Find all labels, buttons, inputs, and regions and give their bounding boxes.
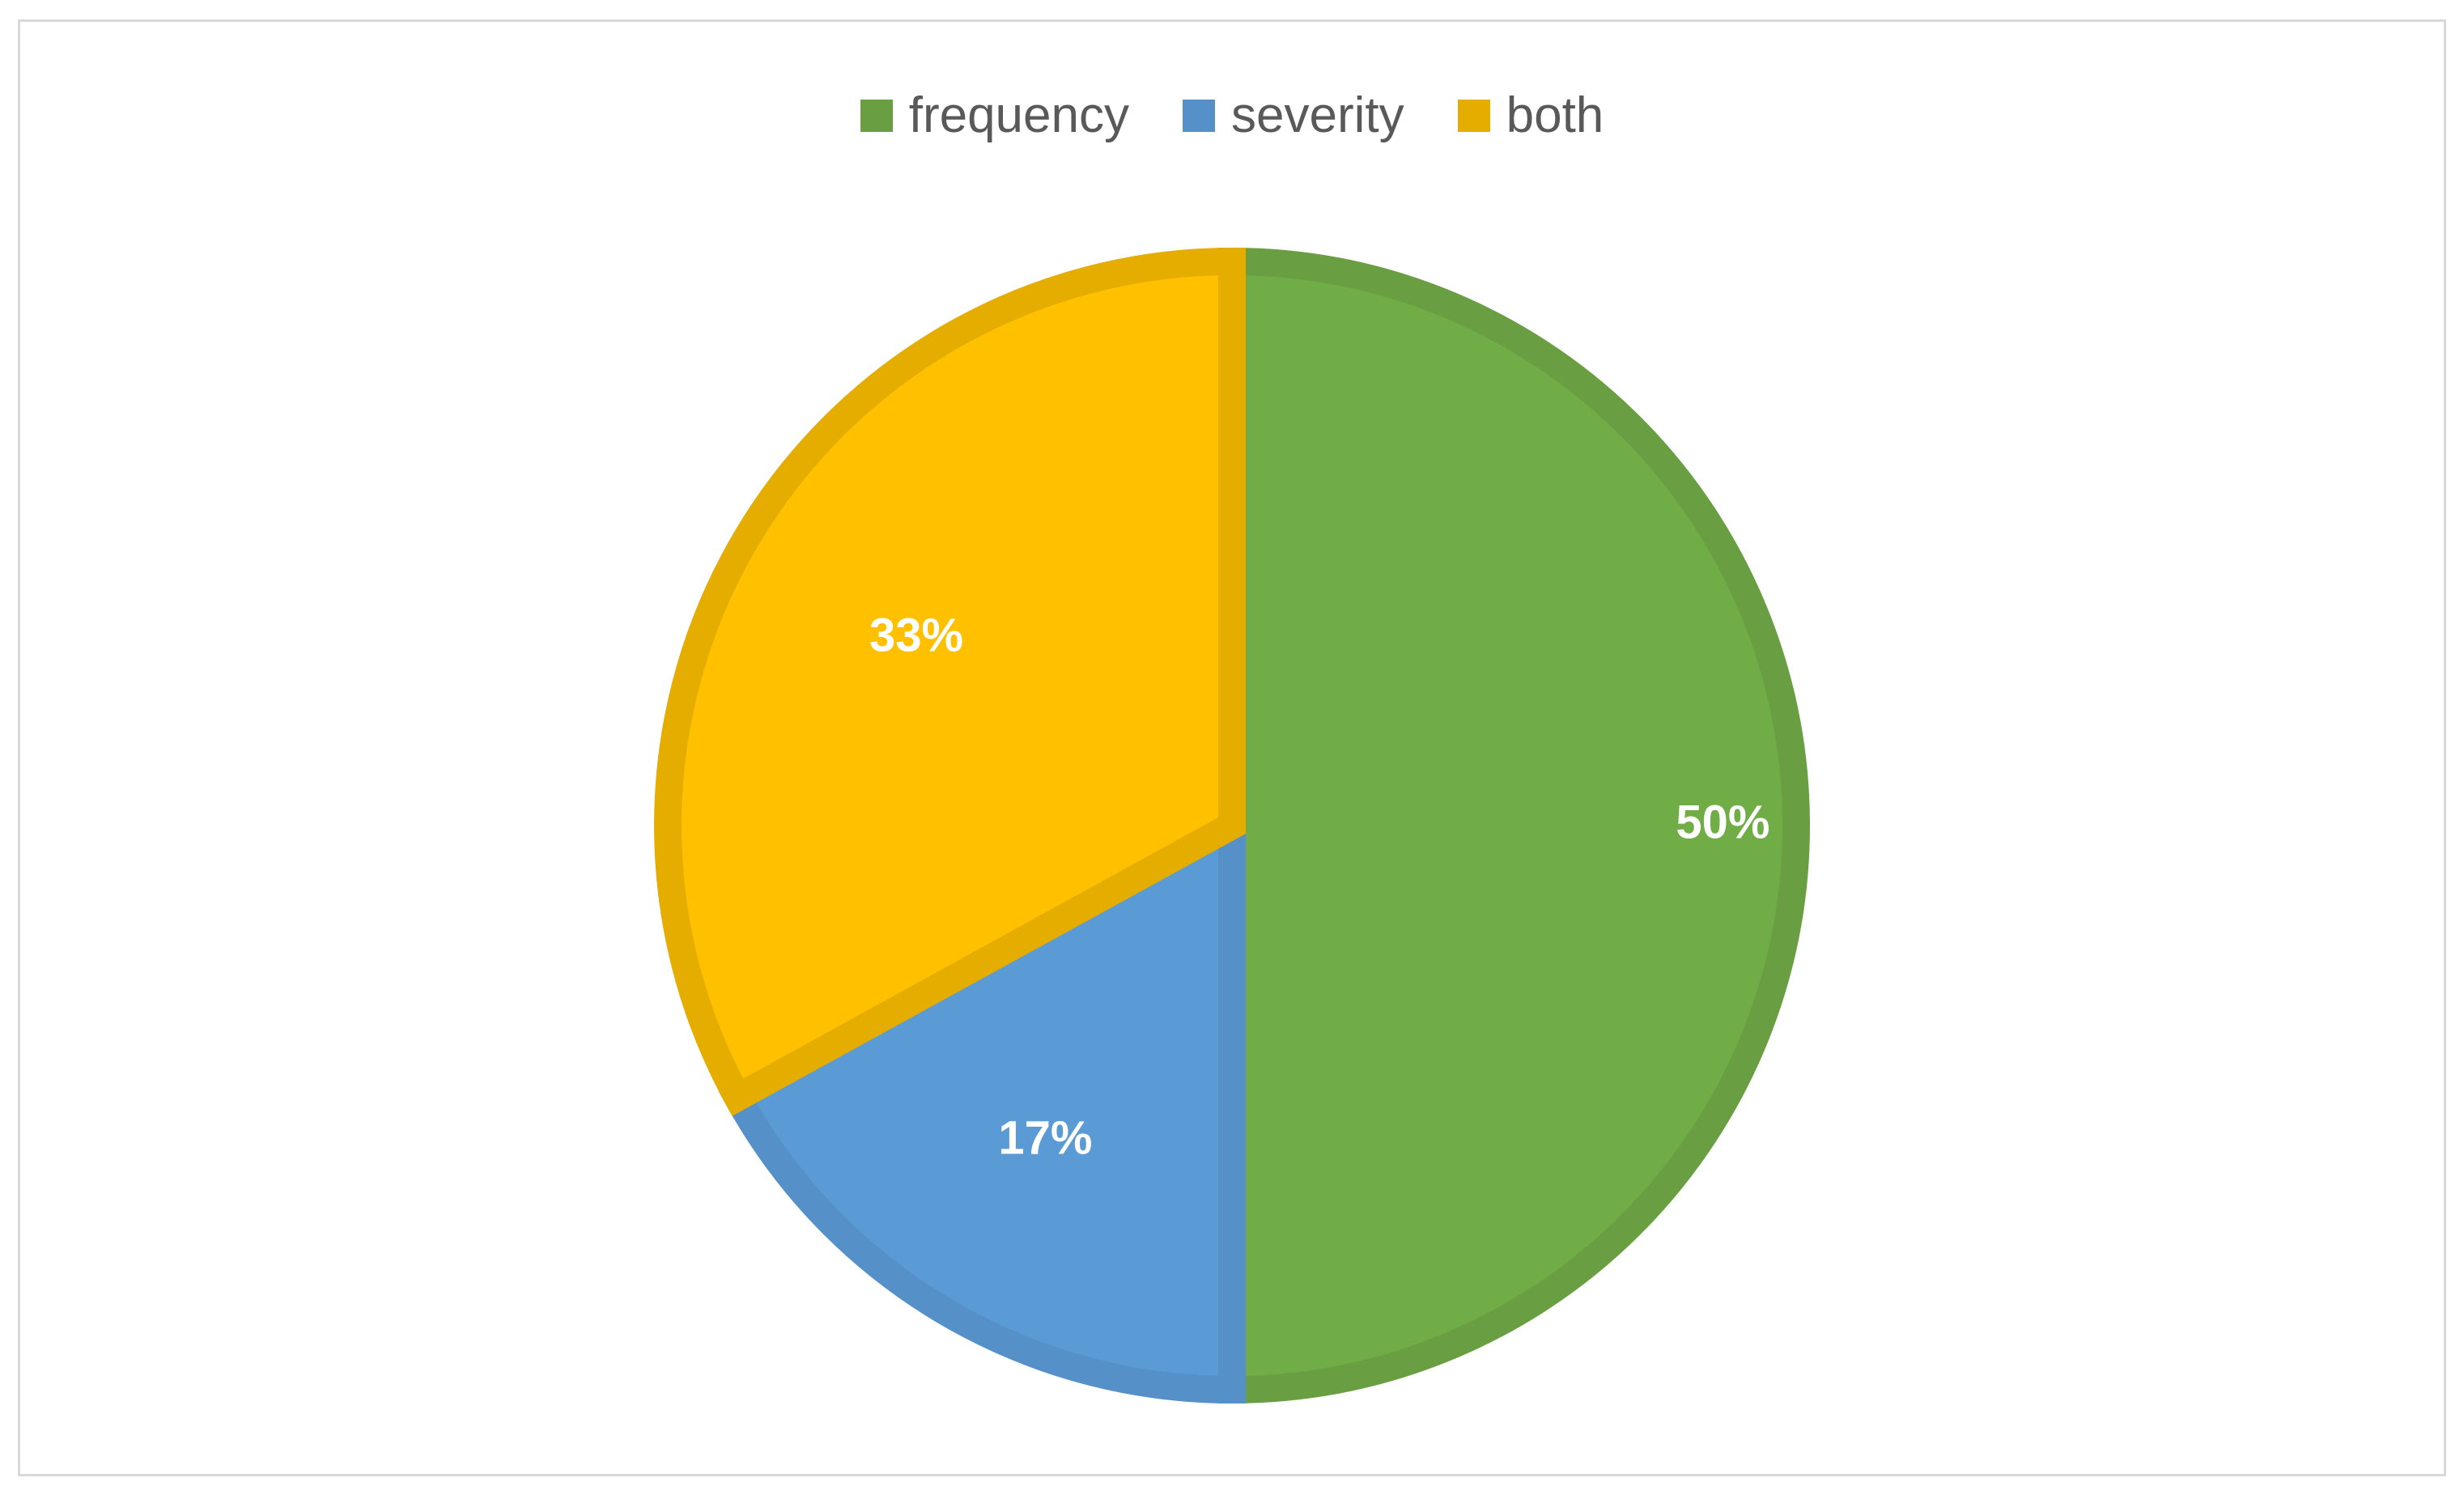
legend-swatch-frequency xyxy=(860,100,893,132)
legend-entry-frequency[interactable]: frequency xyxy=(860,91,1129,141)
legend-swatch-severity xyxy=(1183,100,1215,132)
pie-slice-frequency[interactable] xyxy=(1218,247,1810,1404)
legend: frequency severity both xyxy=(0,79,2464,152)
data-label-severity: 17% xyxy=(998,1111,1092,1164)
legend-entry-severity[interactable]: severity xyxy=(1183,91,1404,141)
legend-label-severity: severity xyxy=(1231,87,1404,143)
legend-label-frequency: frequency xyxy=(908,87,1129,143)
legend-swatch-both xyxy=(1457,100,1490,132)
pie-data-labels: 50% 17% 33% xyxy=(869,609,1769,1165)
data-label-frequency: 50% xyxy=(1676,796,1769,848)
legend-label-both: both xyxy=(1506,87,1604,143)
pie-slices xyxy=(654,247,1810,1404)
pie-slice-severity[interactable] xyxy=(719,802,1246,1404)
legend-entry-both[interactable]: both xyxy=(1457,87,1604,143)
data-label-both: 33% xyxy=(869,609,963,662)
pie-slice-both[interactable] xyxy=(654,247,1246,1116)
